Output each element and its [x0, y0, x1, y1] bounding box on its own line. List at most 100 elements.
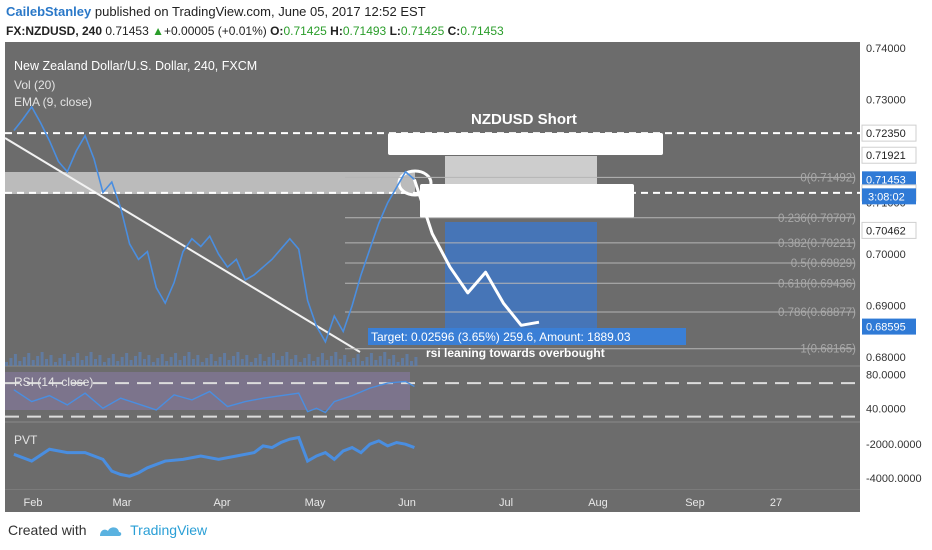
volume-bar — [129, 360, 133, 366]
footer: Created with TradingView — [8, 522, 207, 538]
volume-bar — [151, 362, 155, 366]
chart-title: New Zealand Dollar/U.S. Dollar, 240, FXC… — [14, 59, 257, 73]
indicator-label: Vol (20) — [14, 78, 55, 92]
volume-bar — [254, 358, 258, 366]
pvt-tick-label: -4000.0000 — [866, 473, 922, 485]
volume-bar — [209, 354, 213, 366]
volume-bar — [13, 354, 17, 366]
price-tick-label: 0.70000 — [866, 249, 906, 261]
volume-bar — [289, 359, 293, 366]
tradingview-logo-icon — [100, 527, 122, 537]
annotation-box — [420, 184, 634, 218]
pvt-series-line — [13, 435, 415, 478]
volume-bar — [53, 362, 57, 366]
volume-bar — [392, 355, 396, 366]
high-value: 0.71493 — [342, 24, 387, 38]
volume-bar — [9, 358, 13, 366]
rsi-tick-label: 40.0000 — [866, 403, 906, 415]
volume-bar — [67, 361, 71, 366]
volume-bar — [174, 353, 178, 366]
price-series-line — [13, 105, 415, 344]
volume-bar — [138, 352, 142, 366]
indicator-label: EMA (9, close) — [14, 95, 92, 109]
fib-level-label: 0.786(0.68877) — [778, 307, 856, 319]
time-tick-label: May — [305, 497, 326, 509]
fib-level-label: 0.236(0.70707) — [778, 213, 856, 225]
annotation-box — [388, 133, 663, 155]
volume-bar — [387, 359, 391, 366]
created-with-label: Created with — [8, 522, 87, 538]
up-arrow-icon: ▲ — [152, 24, 164, 38]
price-label-box — [861, 124, 917, 142]
price-label-box — [862, 171, 916, 188]
publish-info: published on TradingView.com, June 05, 2… — [94, 4, 426, 19]
volume-bar — [89, 352, 93, 366]
volume-bar — [142, 359, 146, 366]
fib-level-label: 0.618(0.69436) — [778, 278, 856, 290]
volume-bar — [94, 359, 97, 366]
price-tick-label: 0.74000 — [866, 43, 906, 55]
pvt-label: PVT — [14, 433, 38, 447]
price-axis-bg — [860, 42, 932, 512]
volume-bar — [45, 359, 49, 366]
time-tick-label: 27 — [770, 497, 782, 509]
volume-bar — [231, 356, 235, 366]
symbol-label: FX:NZDUSD, 240 — [6, 24, 103, 38]
price-tick-label: 0.68000 — [866, 352, 906, 364]
chart-canvas[interactable]: 0(0.71492) 0.236(0.70707) 0.382(0.70221) 0.… — [0, 0, 932, 520]
countdown-box — [862, 188, 916, 205]
volume-bar — [5, 362, 8, 366]
volume-bar — [369, 353, 373, 366]
volume-bar — [223, 353, 227, 366]
rsi-tick-label: 80.0000 — [866, 370, 906, 382]
volume-bar — [263, 361, 267, 366]
price-change: +0.00005 (+0.01%) — [164, 24, 267, 38]
volume-bar — [191, 359, 195, 366]
fib-level-label: 0.382(0.70221) — [778, 238, 856, 250]
volume-bar — [125, 353, 129, 366]
time-tick-label: Jul — [499, 497, 513, 509]
rsi-label: RSI (14, close) — [14, 375, 93, 389]
volume-bar — [40, 352, 44, 366]
volume-bar — [102, 362, 106, 366]
price-label: 0.70462 — [866, 225, 906, 237]
annotation-title: NZDUSD Short — [471, 111, 577, 128]
volume-bar — [147, 355, 151, 366]
volume-bar — [36, 356, 40, 366]
target-banner — [368, 328, 686, 345]
resistance-zone — [5, 172, 415, 194]
volume-bar — [294, 355, 298, 366]
volume-bar — [401, 358, 405, 366]
volume-bar — [116, 361, 120, 366]
volume-bar — [365, 357, 369, 366]
note-label: rsi leaning towards overbought — [426, 346, 605, 360]
volume-bar — [272, 353, 275, 366]
price-label-box — [861, 221, 917, 239]
volume-bar — [98, 355, 102, 366]
low-value: 0.71425 — [400, 24, 445, 38]
volume-bar — [320, 353, 324, 366]
volume-bar — [240, 359, 244, 366]
volume-bar — [347, 362, 351, 366]
time-tick-label: Jun — [398, 497, 416, 509]
time-tick-label: Sep — [685, 497, 705, 509]
price-tick-label: 0.73000 — [866, 95, 906, 107]
dynamic-marks: 0(0.71492) 0.236(0.70707) 0.382(0.70221) 0.… — [5, 105, 860, 478]
price-label: 0.72350 — [866, 128, 906, 140]
author-link[interactable]: CailebStanley — [6, 4, 92, 19]
volume-bar — [120, 357, 124, 366]
tradingview-link[interactable]: TradingView — [130, 522, 208, 538]
volume-bar — [356, 354, 360, 366]
volume-bar — [76, 353, 80, 366]
volume-bar — [285, 352, 289, 366]
volume-bar — [183, 356, 186, 366]
open-label: O: — [270, 24, 284, 38]
last-price: 0.71453 — [105, 24, 149, 38]
volume-bar — [414, 357, 418, 366]
volume-bar — [160, 354, 164, 366]
price-label: 0.71453 — [866, 174, 906, 186]
volume-bar — [134, 356, 138, 366]
rsi-series-line — [13, 380, 415, 414]
time-axis-bg — [5, 490, 860, 512]
symbol-line: FX:NZDUSD, 240 0.71453 ▲+0.00005 (+0.01%… — [6, 24, 504, 38]
